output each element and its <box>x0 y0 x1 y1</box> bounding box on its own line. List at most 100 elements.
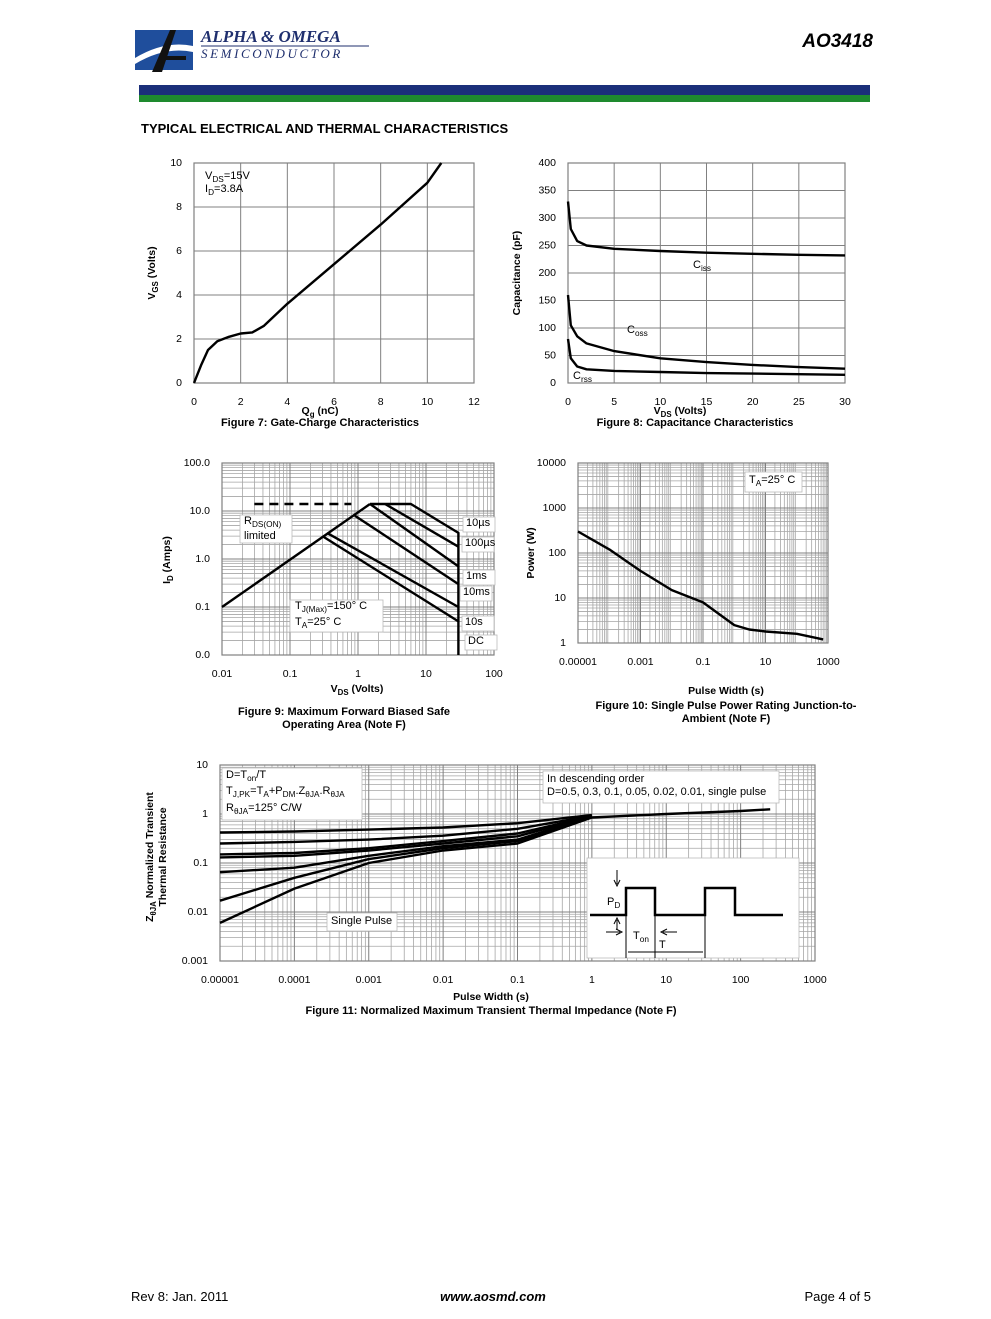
annotation: ID=3.8A <box>205 183 244 197</box>
curve <box>192 162 443 384</box>
x-tick-label: 0.00001 <box>201 974 239 986</box>
annotation: D=0.5, 0.3, 0.1, 0.05, 0.02, 0.01, singl… <box>547 786 766 798</box>
curve <box>219 815 593 856</box>
x-tick-label: 25 <box>793 396 805 408</box>
x-tick-label: 0.1 <box>696 656 711 668</box>
series-label: 10ms <box>463 586 490 598</box>
text-part: A <box>263 790 269 799</box>
x-tick-label: 1000 <box>803 974 827 986</box>
text-part: rss <box>581 375 592 384</box>
x-axis-label: Pulse Width (s) <box>688 685 764 697</box>
x-axis-label: VDS (Volts) <box>331 683 384 697</box>
curve <box>219 808 771 924</box>
curve <box>566 294 846 370</box>
x-axis-label: Pulse Width (s) <box>453 991 529 1003</box>
annotation: RθJA=125° C/W <box>226 802 302 816</box>
text-part: on <box>247 774 257 783</box>
plot-frame <box>193 162 475 384</box>
text-part: D <box>614 901 620 910</box>
text-part: Q <box>302 405 310 417</box>
text-part: D <box>166 575 175 581</box>
annotation: RDS(ON) <box>244 515 282 529</box>
y-tick-label: 300 <box>538 212 556 224</box>
x-tick-label: 0.01 <box>433 974 454 986</box>
text-part: DC <box>468 635 484 647</box>
text-part: D <box>208 188 214 197</box>
footer-left: Rev 8: Jan. 2011 <box>131 1289 228 1304</box>
x-tick-label: 1 <box>589 974 595 986</box>
text-part: 10ms <box>463 586 490 598</box>
y-axis-label: Capacitance (pF) <box>511 231 523 316</box>
text-part: T <box>633 930 640 942</box>
text-part: I <box>161 581 173 584</box>
curve <box>577 530 824 641</box>
x-tick-label: 30 <box>839 396 851 408</box>
x-axis-label: Qg (nC) <box>302 405 339 419</box>
curve <box>566 338 846 376</box>
company-subname: SEMICONDUCTOR <box>201 46 343 61</box>
text-part: 1ms <box>466 570 487 582</box>
logo <box>135 30 193 72</box>
text-part: T <box>295 600 302 612</box>
y-tick-label: 8 <box>176 201 182 213</box>
footer-center: www.aosmd.com <box>440 1289 546 1304</box>
text-part: +P <box>269 785 283 797</box>
text-part: (Amps) <box>161 536 173 575</box>
text-part: θJA <box>305 790 320 799</box>
curve <box>221 503 371 608</box>
y-axis-label: ID (Amps) <box>161 536 175 584</box>
series-label: 10s <box>465 616 483 628</box>
plot-frame <box>219 764 816 962</box>
x-tick-label: 4 <box>284 396 290 408</box>
series-label: Crss <box>573 370 592 384</box>
text-part: limited <box>244 530 276 542</box>
text-part: 10s <box>465 616 483 628</box>
plot-frame <box>577 462 829 644</box>
y-tick-label: 0 <box>176 377 182 389</box>
x-tick-label: 15 <box>701 396 713 408</box>
label-box <box>586 857 800 959</box>
y-tick-label: 10.0 <box>190 505 211 517</box>
x-tick-label: 0.1 <box>283 668 298 680</box>
y-tick-label: 0.001 <box>182 955 208 967</box>
label-box <box>464 634 498 651</box>
label-box <box>744 471 803 493</box>
figure-caption: Ambient (Note F) <box>682 713 771 725</box>
label-box <box>461 615 495 632</box>
annotation: VDS=15V <box>205 170 250 184</box>
series-label: 1ms <box>466 570 487 582</box>
series-label: 100µs <box>465 537 496 549</box>
x-tick-label: 1 <box>355 668 361 680</box>
x-tick-label: 1000 <box>816 656 840 668</box>
annotation: TJ(Max)=150° C <box>295 600 367 614</box>
text-part: on <box>640 935 650 944</box>
y-axis-label: Thermal Resistance <box>157 807 169 906</box>
x-tick-label: 0.0001 <box>278 974 310 986</box>
text-part: (Volts) <box>672 405 707 417</box>
text-part: J,PK <box>233 790 251 799</box>
text-part: A <box>302 621 308 630</box>
y-tick-label: 10 <box>196 759 208 771</box>
x-tick-label: 6 <box>331 396 337 408</box>
curve <box>219 815 593 874</box>
text-part: =125° C/W <box>248 802 302 814</box>
x-tick-label: 10 <box>420 668 432 680</box>
annotation: TA=25° C <box>295 616 341 630</box>
x-tick-label: 2 <box>238 396 244 408</box>
figure-caption: Figure 7: Gate-Charge Characteristics <box>221 417 419 429</box>
curve <box>219 813 593 834</box>
text-part: Capacitance (pF) <box>511 231 523 316</box>
y-tick-label: 100 <box>548 547 566 559</box>
curve <box>369 503 460 568</box>
x-tick-label: 0 <box>565 396 571 408</box>
text-part: DS(ON) <box>252 520 282 529</box>
text-part: I <box>205 183 208 195</box>
annotation: In descending order <box>547 773 645 785</box>
text-part: In descending order <box>547 773 645 785</box>
annotation: TJ,PK=TA+PDM.ZθJA.RθJA <box>226 785 345 799</box>
y-tick-label: 4 <box>176 289 182 301</box>
text-part: Pulse Width (s) <box>688 685 764 697</box>
curve <box>354 514 460 586</box>
x-tick-label: 10 <box>421 396 433 408</box>
y-tick-label: 6 <box>176 245 182 257</box>
